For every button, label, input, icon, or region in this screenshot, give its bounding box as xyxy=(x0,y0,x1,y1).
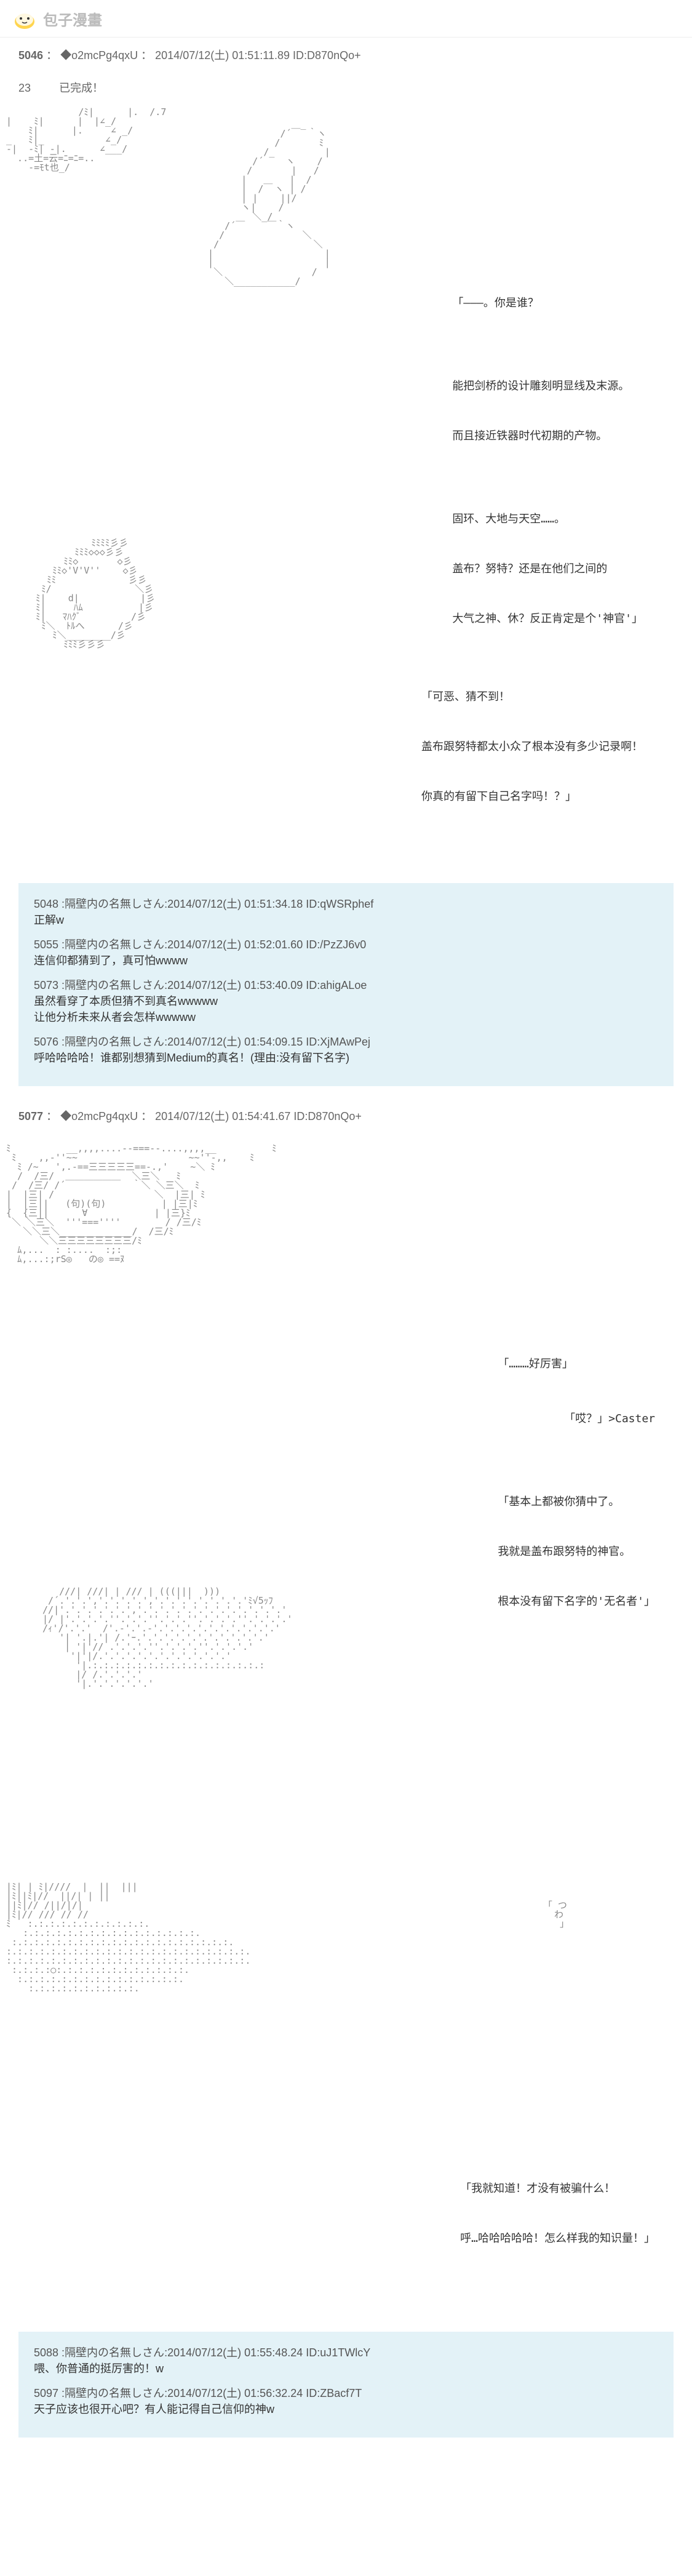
post-header: 5077 ： ◆o2mcPg4qxU ： 2014/07/12(土) 01:54… xyxy=(18,1108,674,1124)
reply-num: 5088 xyxy=(34,2346,58,2359)
post-id: ID:D870nQo+ xyxy=(293,49,361,62)
dialogue-line: 「哎？」>Caster xyxy=(498,1410,655,1427)
dialogue-line: 呼…哈哈哈哈哈！怎么样我的知识量！」 xyxy=(460,2230,655,2247)
reply-item: 5088 :隔壁内の名無しさん:2014/07/12(土) 01:55:48.2… xyxy=(34,2344,658,2376)
ascii-scene-3: ﾐ __,,,,....--===--....,,,,__ ﾐ ﾐ ,,-''~… xyxy=(0,1138,692,1581)
status-prefix: 23 xyxy=(18,82,31,94)
ascii-scene-2: ﾐﾐﾐﾐ彡彡 ﾐﾐﾐ◇◇◇彡彡 ﾐﾐ◇ ◇彡 ﾐﾐ◇'V'V'' ◇彡 ﾐﾐ 彡… xyxy=(0,532,692,871)
post-separator: ： xyxy=(46,1110,60,1122)
ascii-scene-4: ///| ///| | /// | (((||| ))) /´.'.'.','.… xyxy=(0,1581,692,1876)
reply-item: 5097 :隔壁内の名無しさん:2014/07/12(土) 01:56:32.2… xyxy=(34,2385,658,2417)
reply-block: 5088 :隔壁内の名無しさん:2014/07/12(土) 01:55:48.2… xyxy=(18,2332,674,2438)
reply-name: 隔壁内の名無しさん xyxy=(65,938,164,951)
reply-body: 虽然看穿了本质但猜不到真名wwwww 让他分析未来从者会怎样wwwww xyxy=(34,993,658,1025)
reply-body: 正解w xyxy=(34,911,658,927)
reply-id: ID:XjMAwPej xyxy=(306,1036,370,1048)
ascii-art-hand-right: ＿_ /´ ｀ヽ / ﾐ /_ | /´ ヽ / / | / | ＿ | / |… xyxy=(197,120,330,286)
reply-date: 2014/07/12(土) 01:54:09.15 xyxy=(167,1036,303,1048)
post-number: 5077 xyxy=(18,1110,43,1122)
dialogue-line: 「基本上都被你猜中了。 xyxy=(498,1494,655,1510)
dialogue-line: 「———。你是谁？ xyxy=(452,295,643,311)
post-separator: ： xyxy=(141,49,152,62)
reply-body: 连信仰都猜到了，真可怕wwww xyxy=(34,952,658,968)
reply-id: ID:qWSRphef xyxy=(306,898,373,910)
reply-name: 隔壁内の名無しさん xyxy=(65,898,164,910)
dialogue-line: 能把剑桥的设计雕刻明显线及末源。 xyxy=(452,378,643,394)
reply-header: 5055 :隔壁内の名無しさん:2014/07/12(土) 01:52:01.6… xyxy=(34,936,658,952)
reply-date: 2014/07/12(土) 01:51:34.18 xyxy=(167,898,303,910)
post-separator: ： xyxy=(141,1110,152,1122)
status-line: 23 已完成！ xyxy=(0,77,692,102)
dialogue-line: 我就是盖布跟努特的神官。 xyxy=(498,1543,655,1560)
dialogue-block-4: 「我就知道！才没有被骗什么！ 呼…哈哈哈哈哈！怎么样我的知识量！」 xyxy=(460,2147,655,2280)
ascii-art-hand: /ﾐ| |. /.7 | ﾐ| | |∠_/ ﾐ| |. ∠ _/ _ ﾐ|_ … xyxy=(6,108,166,172)
reply-id: ID:uJ1TWlcY xyxy=(306,2346,370,2359)
reply-header: 5088 :隔壁内の名無しさん:2014/07/12(土) 01:55:48.2… xyxy=(34,2344,658,2360)
reply-date: 2014/07/12(土) 01:55:48.24 xyxy=(167,2346,303,2359)
reply-name: 隔壁内の名無しさん xyxy=(65,2387,164,2399)
reply-id: ID:/PzZJ6v0 xyxy=(306,938,366,951)
ascii-art-profile: ///| ///| | /// | (((||| ))) /´.'.'.','.… xyxy=(37,1587,292,1689)
dialogue-line: 「………好厉害」 xyxy=(498,1356,655,1372)
dialogue-line: 盖布跟努特都太小众了根本没有多少记录啊！ xyxy=(421,738,643,755)
post-id: ID:D870nQo+ xyxy=(293,1110,362,1122)
dialogue-line: 固环、大地与天空……。 xyxy=(452,511,643,527)
reply-body: 呼哈哈哈哈！谁都别想猜到Medium的真名！(理由:没有留下名字) xyxy=(34,1049,658,1065)
reply-name: 隔壁内の名無しさん xyxy=(65,1036,164,1048)
reply-id: ID:ahigALoe xyxy=(306,979,367,991)
post-trip: ◆o2mcPg4qxU xyxy=(60,1110,138,1122)
post: 5077 ： ◆o2mcPg4qxU ： 2014/07/12(土) 01:54… xyxy=(0,1098,692,1138)
reply-date: 2014/07/12(土) 01:52:01.60 xyxy=(167,938,303,951)
reply-header: 5097 :隔壁内の名無しさん:2014/07/12(土) 01:56:32.2… xyxy=(34,2385,658,2401)
reply-item: 5055 :隔壁内の名無しさん:2014/07/12(土) 01:52:01.6… xyxy=(34,936,658,968)
reply-body: 天子应该也很开心吧？有人能记得自己信仰的神w xyxy=(34,2401,658,2417)
reply-num: 5055 xyxy=(34,938,58,951)
ascii-art-face: ﾐﾐﾐﾐ彡彡 ﾐﾐﾐ◇◇◇彡彡 ﾐﾐ◇ ◇彡 ﾐﾐ◇'V'V'' ◇彡 ﾐﾐ 彡… xyxy=(25,538,155,649)
post-header: 5046 ： ◆o2mcPg4qxU ： 2014/07/12(土) 01:51… xyxy=(18,47,674,63)
reply-date: 2014/07/12(土) 01:56:32.24 xyxy=(167,2387,303,2399)
reply-num: 5048 xyxy=(34,898,58,910)
reply-id: ID:ZBacf7T xyxy=(306,2387,362,2399)
reply-header: 5076 :隔壁内の名無しさん:2014/07/12(土) 01:54:09.1… xyxy=(34,1033,658,1049)
reply-date: 2014/07/12(土) 01:53:40.09 xyxy=(167,979,303,991)
reply-item: 5073 :隔壁内の名無しさん:2014/07/12(土) 01:53:40.0… xyxy=(34,977,658,1025)
ascii-art-speech-marks: 「 つ わ 」 xyxy=(543,1901,569,1929)
reply-num: 5073 xyxy=(34,979,58,991)
dialogue-line: 「我就知道！才没有被骗什么！ xyxy=(460,2180,655,2197)
status-text: 已完成！ xyxy=(59,82,103,94)
post-date: 2014/07/12(土) 01:51:11.89 xyxy=(155,49,290,62)
reply-body: 喂、你普通的挺厉害的！w xyxy=(34,2360,658,2376)
dialogue-line: 你真的有留下自己名字吗！？」 xyxy=(421,788,643,805)
dialogue-line: 「可恶、猜不到！ xyxy=(421,689,643,705)
post: 5046 ： ◆o2mcPg4qxU ： 2014/07/12(土) 01:51… xyxy=(0,38,692,77)
post-trip: ◆o2mcPg4qxU xyxy=(60,49,138,62)
reply-block: 5048 :隔壁内の名無しさん:2014/07/12(土) 01:51:34.1… xyxy=(18,883,674,1086)
post-number: 5046 xyxy=(18,49,43,62)
reply-item: 5048 :隔壁内の名無しさん:2014/07/12(土) 01:51:34.1… xyxy=(34,895,658,927)
dialogue-line: 而且接近铁器时代初期的产物。 xyxy=(452,428,643,444)
reply-num: 5097 xyxy=(34,2387,58,2399)
reply-num: 5076 xyxy=(34,1036,58,1048)
site-header: 包子漫畫 xyxy=(0,0,692,38)
post-date: 2014/07/12(土) 01:54:41.67 xyxy=(155,1110,290,1122)
dialogue-block-2: 「可恶、猜不到！ 盖布跟努特都太小众了根本没有多少记录啊！ 你真的有留下自己名字… xyxy=(421,655,643,838)
ascii-scene-5: |ﾐ| | ﾐ|//// | || ||| |ﾐ||ﾐ|// ||/| | ||… xyxy=(0,1876,692,2319)
bun-logo-icon xyxy=(12,6,37,31)
reply-name: 隔壁内の名無しさん xyxy=(65,2346,164,2359)
ascii-art-portrait: ﾐ __,,,,....--===--....,,,,__ ﾐ ﾐ ,,-''~… xyxy=(6,1144,276,1264)
reply-item: 5076 :隔壁内の名無しさん:2014/07/12(土) 01:54:09.1… xyxy=(34,1033,658,1065)
reply-header: 5073 :隔壁内の名無しさん:2014/07/12(土) 01:53:40.0… xyxy=(34,977,658,993)
ascii-scene-1: /ﾐ| |. /.7 | ﾐ| | |∠_/ ﾐ| |. ∠ _/ _ ﾐ|_ … xyxy=(0,102,692,532)
reply-name: 隔壁内の名無しさん xyxy=(65,979,164,991)
reply-header: 5048 :隔壁内の名無しさん:2014/07/12(土) 01:51:34.1… xyxy=(34,895,658,911)
ascii-art-closeup: |ﾐ| | ﾐ|//// | || ||| |ﾐ||ﾐ|// ||/| | ||… xyxy=(6,1882,250,1993)
site-title: 包子漫畫 xyxy=(43,8,102,30)
post-separator: ： xyxy=(46,49,60,62)
